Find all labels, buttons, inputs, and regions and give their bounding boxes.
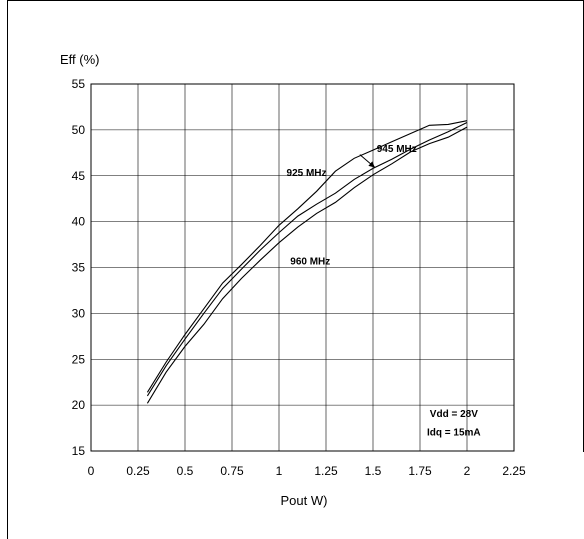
y-axis-title: Eff (%)	[60, 52, 100, 67]
y-tick-label: 15	[72, 444, 86, 458]
series-line-925-mhz	[146, 120, 468, 393]
tick-labels: 0 0.25 0.5 0.75 1 1.25 1.5 1.75 2 2.25 15 20 25 30 35 4…	[72, 77, 526, 478]
y-tick-label: 30	[72, 306, 86, 320]
y-tick-label: 20	[72, 398, 86, 412]
frame-border-top	[7, 0, 584, 1]
annotation-label: Vdd = 28V	[430, 409, 478, 420]
x-tick-label: 1	[276, 464, 283, 478]
series-lines	[146, 120, 468, 404]
frame-border-left	[7, 0, 8, 539]
x-tick-label: 1.75	[408, 464, 432, 478]
annotation-label: 945 MHz	[377, 144, 417, 155]
series-line-960-mhz	[146, 126, 468, 404]
annotation-arrow-head	[368, 161, 375, 168]
x-tick-label: 2.25	[502, 464, 526, 478]
annotations: 945 MHz 925 MHz 960 MHz Vdd = 28V Idq = 15mA	[287, 144, 481, 439]
x-tick-label: 0.75	[220, 464, 244, 478]
x-tick-label: 0.25	[126, 464, 150, 478]
annotation-label: 925 MHz	[287, 168, 327, 179]
y-tick-label: 55	[72, 77, 86, 91]
x-tick-label: 0	[88, 464, 95, 478]
y-tick-label: 40	[72, 215, 86, 229]
annotation-label: 960 MHz	[290, 257, 330, 268]
y-tick-label: 45	[72, 169, 86, 183]
x-tick-label: 2	[464, 464, 471, 478]
x-tick-label: 1.25	[314, 464, 338, 478]
x-axis-title: Pout W)	[281, 493, 328, 508]
y-tick-label: 50	[72, 123, 86, 137]
series-line-945-mhz	[146, 122, 468, 397]
y-tick-label: 25	[72, 352, 86, 366]
x-tick-label: 1.5	[365, 464, 382, 478]
x-tick-label: 0.5	[177, 464, 194, 478]
plot-border	[90, 83, 515, 452]
annotation-label: Idq = 15mA	[427, 427, 481, 438]
y-tick-label: 35	[72, 261, 86, 275]
